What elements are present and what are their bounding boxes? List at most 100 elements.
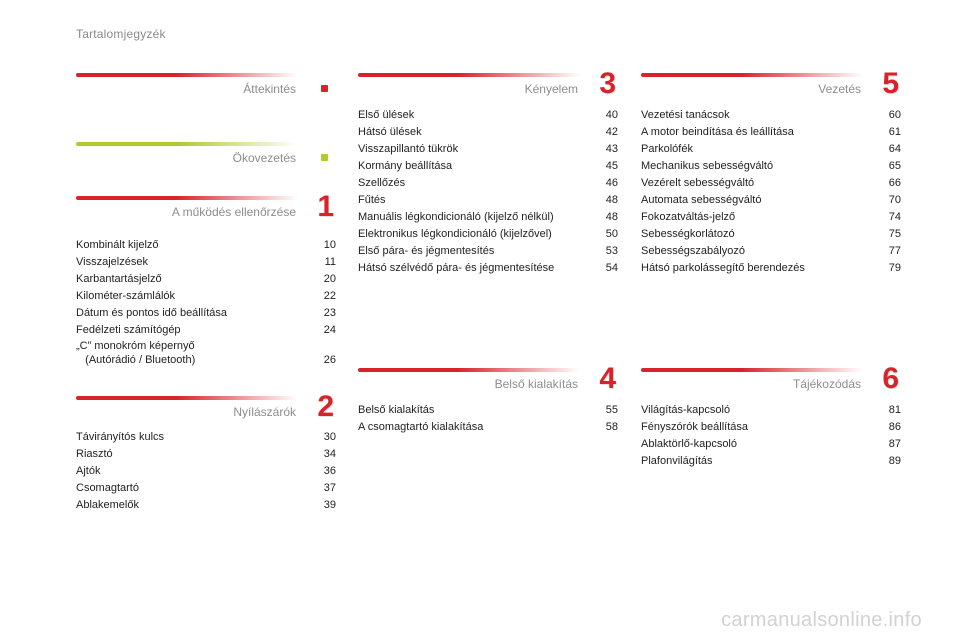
toc-entry[interactable]: A motor beindítása és leállítása 61: [641, 124, 901, 141]
toc-entry-label: Sebességkorlátozó: [641, 228, 735, 240]
toc-entry[interactable]: Vezetési tanácsok 60: [641, 107, 901, 124]
section-number: 4: [599, 362, 616, 395]
toc-entry-label: Riasztó: [76, 448, 113, 460]
toc-entry[interactable]: Belső kialakítás 55: [358, 402, 618, 419]
toc-entry[interactable]: „C” monokróm képernyő: [76, 339, 336, 353]
toc-entry-page: 89: [888, 455, 901, 467]
toc-entry[interactable]: Karbantartásjelző 20: [76, 271, 336, 288]
toc-entry-page: 53: [605, 245, 618, 257]
toc-entry[interactable]: Kombinált kijelző 10: [76, 237, 336, 254]
toc-entry[interactable]: Manuális légkondicionáló (kijelző nélkül…: [358, 209, 618, 226]
toc-entry-label: Hátsó szélvédő pára- és jégmentesítése: [358, 262, 555, 274]
toc-entry[interactable]: Kilométer-számlálók 22: [76, 288, 336, 305]
toc-entry[interactable]: Hátsó parkolássegítő berendezés 79: [641, 260, 901, 277]
toc-entry-page: 45: [605, 160, 618, 172]
toc-entry-page: 39: [323, 499, 336, 511]
section-dot-marker: [321, 85, 328, 92]
section-title[interactable]: Vezetés: [818, 82, 861, 96]
toc-entry-label: Első pára- és jégmentesítés: [358, 245, 495, 257]
section-title[interactable]: Tájékozódás: [792, 377, 861, 391]
page-title: Tartalomjegyzék: [76, 27, 166, 41]
toc-entry[interactable]: Parkolófék 64: [641, 141, 901, 158]
section-title[interactable]: Kényelem: [524, 82, 578, 96]
toc-entry-page: 79: [888, 262, 901, 274]
toc-entry-label: Kombinált kijelző: [76, 239, 159, 251]
toc-entry[interactable]: Fedélzeti számítógép 24: [76, 322, 336, 339]
toc-entry[interactable]: Hátsó szélvédő pára- és jégmentesítése 54: [358, 260, 618, 277]
toc-entry[interactable]: Első pára- és jégmentesítés 53: [358, 243, 618, 260]
toc-entry[interactable]: Elektronikus légkondicionáló (kijelzővel…: [358, 226, 618, 243]
toc-entry[interactable]: Vezérelt sebességváltó 66: [641, 175, 901, 192]
section-title[interactable]: A működés ellenőrzése: [171, 205, 296, 219]
toc-entry-label: Világítás-kapcsoló: [641, 404, 731, 416]
toc-entry-label: Vezérelt sebességváltó: [641, 177, 755, 189]
toc-entry[interactable]: Távirányítós kulcs 30: [76, 429, 336, 446]
toc-entry[interactable]: Első ülések 40: [358, 107, 618, 124]
section-title[interactable]: Nyílászárók: [233, 405, 296, 419]
toc-entry[interactable]: Visszapillantó tükrök 43: [358, 141, 618, 158]
toc-entry-page: 34: [323, 448, 336, 460]
toc-entry-page: 55: [605, 404, 618, 416]
toc-entry-page: 42: [605, 126, 618, 138]
toc-entry[interactable]: Sebességszabályozó 77: [641, 243, 901, 260]
toc-entry[interactable]: Kormány beállítása 45: [358, 158, 618, 175]
toc-entry-label: Ablaktörlő-kapcsoló: [641, 438, 737, 450]
toc-entry-page: 70: [888, 194, 901, 206]
toc-entry-label: Kilométer-számlálók: [76, 290, 176, 302]
toc-entry[interactable]: A csomagtartó kialakítása 58: [358, 419, 618, 436]
section-number: 6: [882, 362, 899, 395]
toc-entry-page: 24: [323, 324, 336, 336]
toc-entry-label: Hátsó parkolássegítő berendezés: [641, 262, 805, 274]
toc-entry-page: 48: [605, 211, 618, 223]
toc-entry-page: 58: [605, 421, 618, 433]
section-bar: [358, 368, 580, 372]
toc-entry[interactable]: Riasztó 34: [76, 446, 336, 463]
toc-entry[interactable]: Fokozatváltás-jelző 74: [641, 209, 901, 226]
toc-entry[interactable]: Ablaktörlő-kapcsoló 87: [641, 436, 901, 453]
toc-entry[interactable]: Visszajelzések 11: [76, 254, 336, 271]
toc-entry-page: 61: [888, 126, 901, 138]
toc-entry-label: Sebességszabályozó: [641, 245, 745, 257]
toc-entry-page: 81: [888, 404, 901, 416]
toc-entry[interactable]: Mechanikus sebességváltó 65: [641, 158, 901, 175]
toc-entry[interactable]: Ajtók 36: [76, 463, 336, 480]
toc-entry-label: Parkolófék: [641, 143, 693, 155]
toc-entry[interactable]: Sebességkorlátozó 75: [641, 226, 901, 243]
toc-entry-label: Ajtók: [76, 465, 101, 477]
toc-entry[interactable]: Ablakemelők 39: [76, 497, 336, 514]
toc-entry-label: Fokozatváltás-jelző: [641, 211, 736, 223]
toc-entry[interactable]: Szellőzés 46: [358, 175, 618, 192]
section-title[interactable]: Áttekintés: [243, 82, 296, 96]
section-title[interactable]: Belső kialakítás: [494, 377, 578, 391]
toc-entry-page: 54: [605, 262, 618, 274]
toc-entry-label: Fényszórók beállítása: [641, 421, 748, 433]
section-bar: [641, 73, 863, 77]
toc-entry[interactable]: Fűtés 48: [358, 192, 618, 209]
toc-entry[interactable]: Világítás-kapcsoló 81: [641, 402, 901, 419]
toc-entry[interactable]: Csomagtartó 37: [76, 480, 336, 497]
toc-entry[interactable]: Automata sebességváltó 70: [641, 192, 901, 209]
toc-entry-page: 20: [323, 273, 336, 285]
toc-entry-label: Plafonvilágítás: [641, 455, 713, 467]
toc-entry-label: Fűtés: [358, 194, 386, 206]
toc-entry-page: 30: [323, 431, 336, 443]
toc-entry-label: Hátsó ülések: [358, 126, 422, 138]
toc-entry[interactable]: Plafonvilágítás 89: [641, 453, 901, 470]
toc-entry-label: A motor beindítása és leállítása: [641, 126, 794, 138]
section-title[interactable]: Ökovezetés: [232, 151, 296, 165]
toc-entry-page: 40: [605, 109, 618, 121]
toc-entry-page: 26: [323, 354, 336, 366]
toc-entry[interactable]: Dátum és pontos idő beállítása 23: [76, 305, 336, 322]
toc-entry-page: 86: [888, 421, 901, 433]
toc-entry-page: 11: [324, 256, 336, 268]
section-bar: [358, 73, 580, 77]
toc-entry-page: 64: [888, 143, 901, 155]
toc-list: Világítás-kapcsoló 81 Fényszórók beállítá…: [641, 402, 901, 470]
toc-list: Belső kialakítás 55 A csomagtartó kialakí…: [358, 402, 618, 436]
toc-entry[interactable]: Fényszórók beállítása 86: [641, 419, 901, 436]
toc-entry-label: Vezetési tanácsok: [641, 109, 730, 121]
toc-entry[interactable]: Hátsó ülések 42: [358, 124, 618, 141]
toc-entry-page: 37: [323, 482, 336, 494]
toc-entry[interactable]: (Autórádió / Bluetooth) 26: [76, 353, 336, 367]
toc-entry-label: Elektronikus légkondicionáló (kijelzővel…: [358, 228, 552, 240]
